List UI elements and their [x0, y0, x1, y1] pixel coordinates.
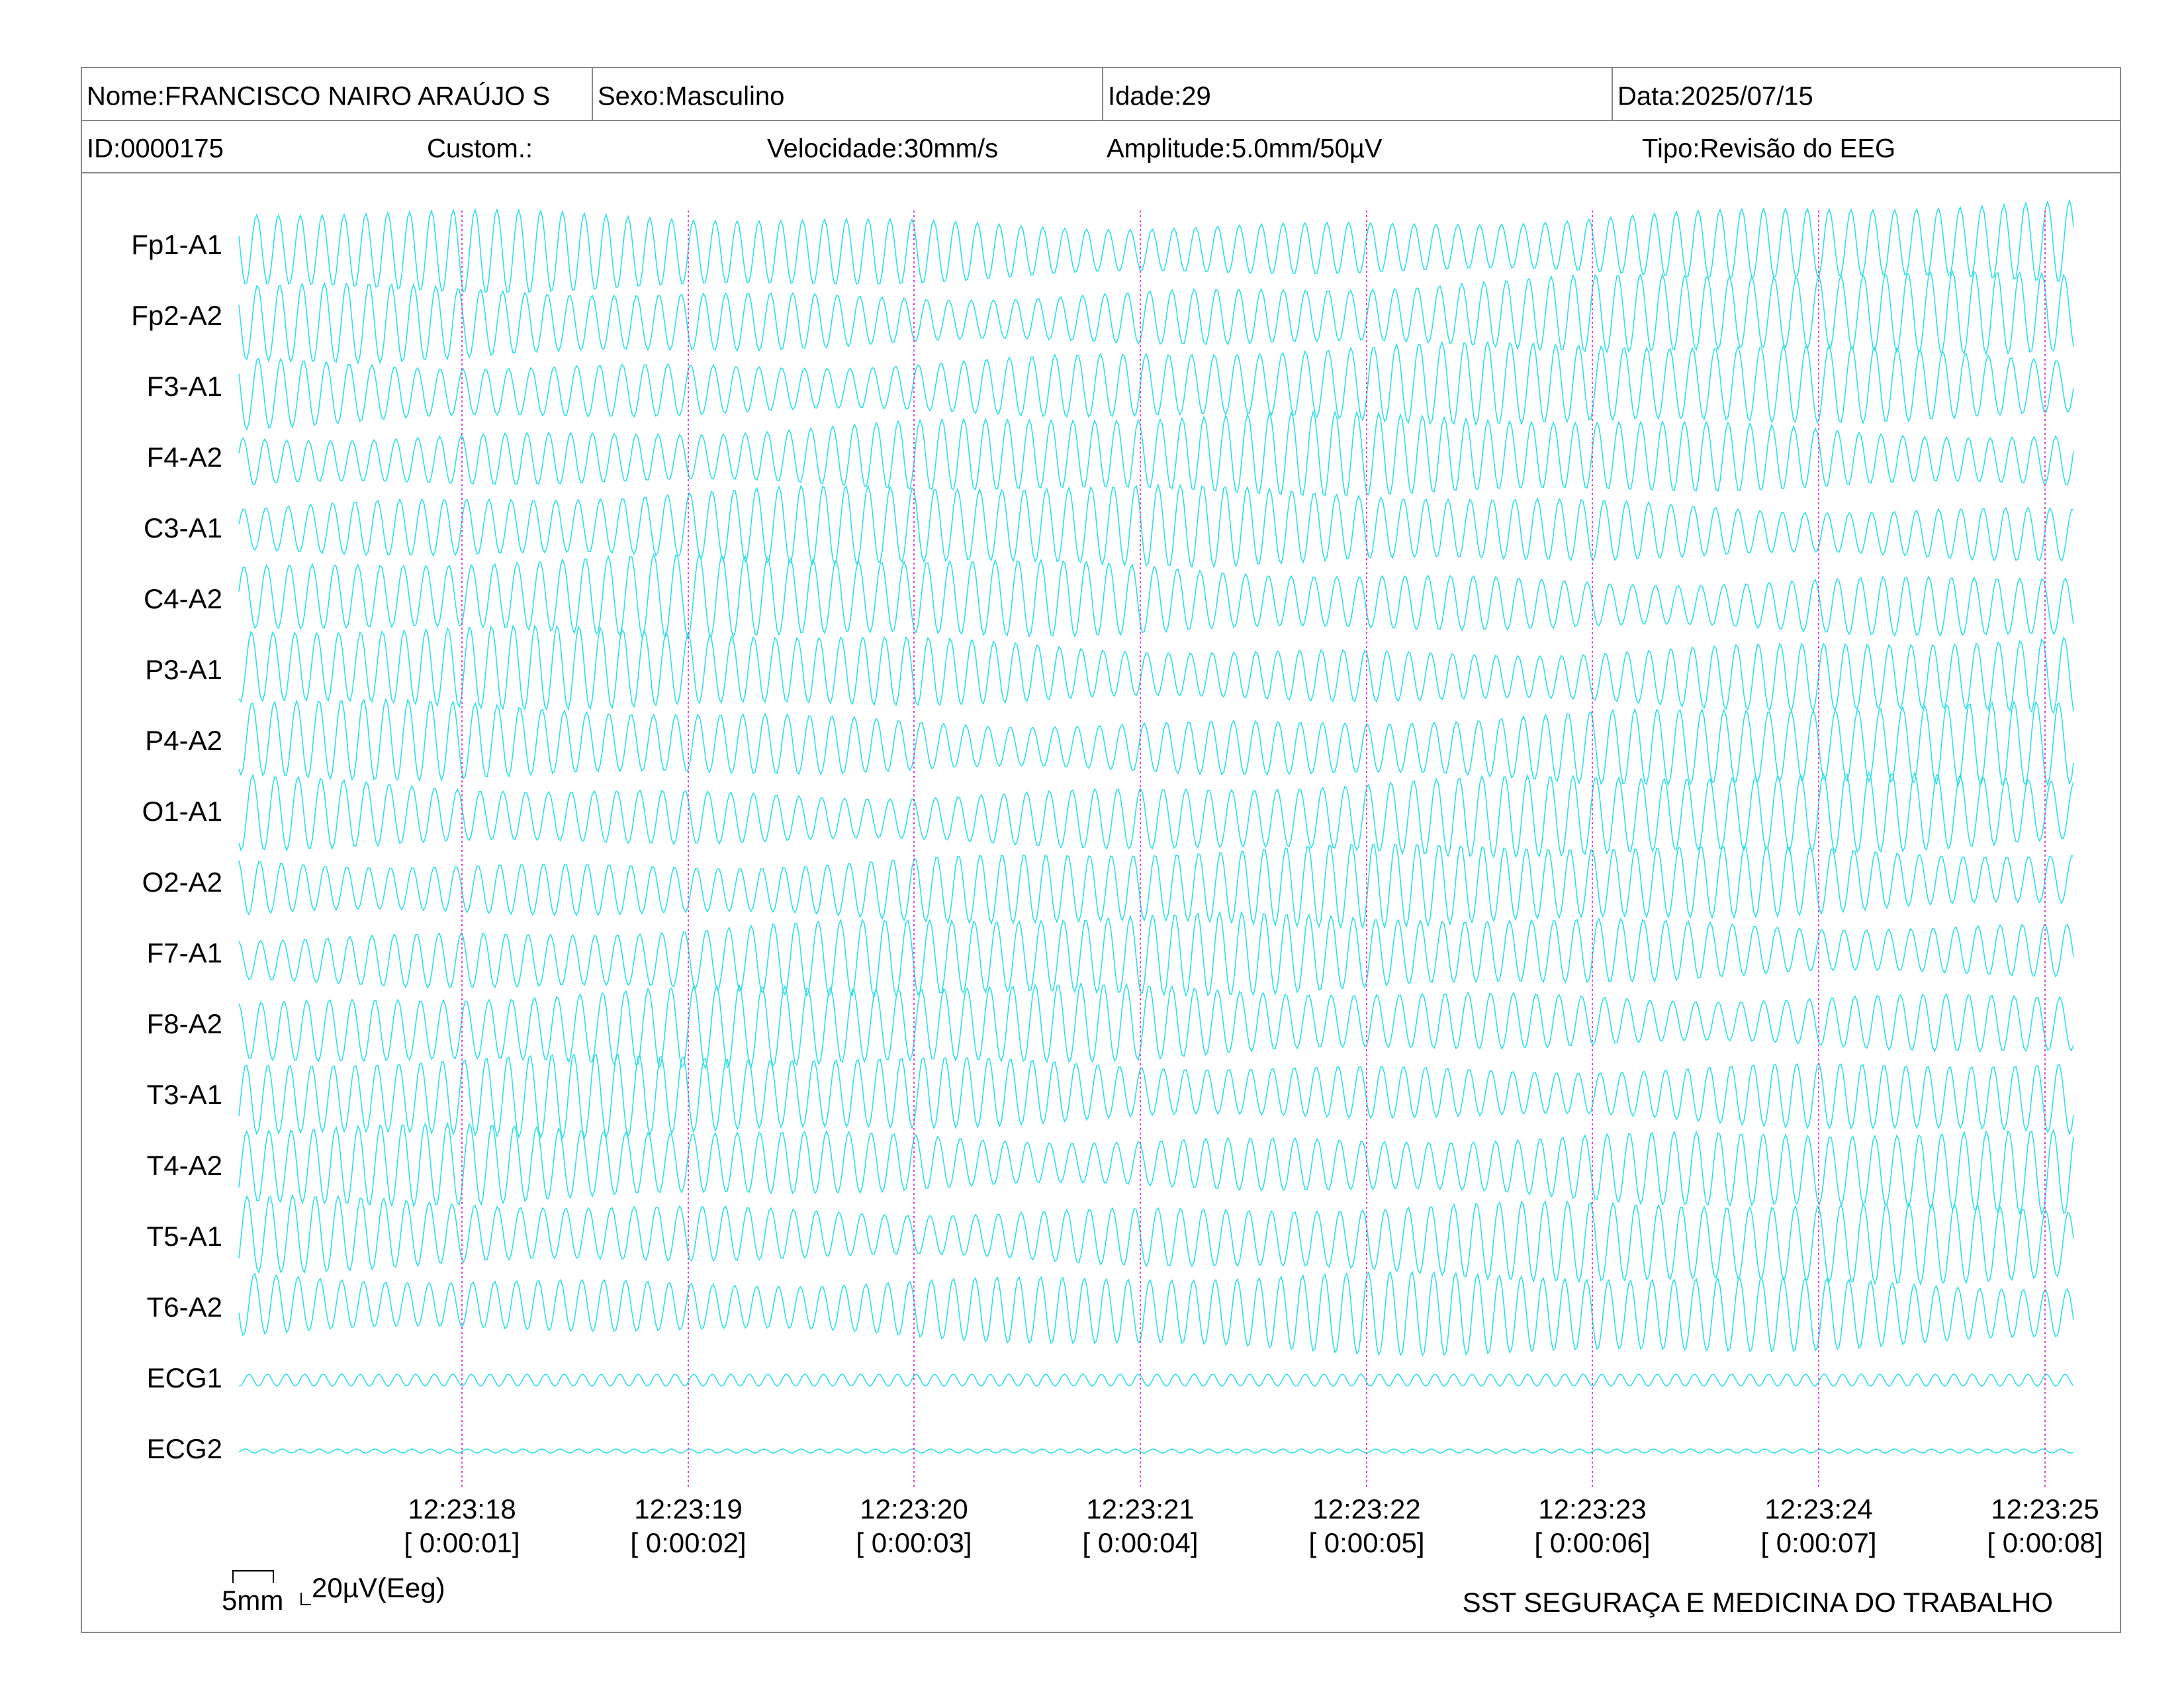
channel-label: O2-A2 — [142, 867, 222, 898]
time-clock: 12:23:21 — [1086, 1493, 1195, 1524]
header-field: Velocidade:30mm/s — [767, 134, 998, 164]
channel-label: F3-A1 — [147, 371, 222, 402]
eeg-trace — [238, 624, 2074, 715]
eeg-trace — [238, 697, 2074, 787]
eeg-trace — [238, 410, 2074, 496]
time-elapsed: [ 0:00:04] — [1082, 1527, 1198, 1558]
eeg-trace — [238, 1194, 2074, 1286]
channel-label: Fp2-A2 — [131, 300, 222, 331]
channel-label: T6-A2 — [147, 1291, 222, 1323]
eeg-trace — [238, 1374, 2074, 1387]
channel-label: F8-A2 — [147, 1008, 222, 1039]
header-field: ID:0000175 — [87, 134, 224, 164]
scale-bracket — [300, 1593, 311, 1605]
channel-label: C4-A2 — [144, 583, 222, 614]
eeg-trace — [238, 1270, 2074, 1357]
channel-label: T4-A2 — [147, 1150, 222, 1181]
page-border — [81, 67, 2121, 1633]
time-clock: 12:23:20 — [860, 1493, 968, 1524]
channel-label: C3-A1 — [144, 512, 222, 543]
scale-amplitude: 20µV(Eeg) — [312, 1572, 445, 1603]
time-clock: 12:23:19 — [634, 1493, 743, 1524]
eeg-trace — [238, 843, 2074, 929]
header-field: Idade:29 — [1108, 82, 1211, 111]
header-field: Amplitude:5.0mm/50µV — [1107, 134, 1383, 164]
time-clock: 12:23:18 — [408, 1493, 516, 1524]
time-elapsed: [ 0:00:02] — [630, 1527, 746, 1558]
time-clock: 12:23:22 — [1312, 1493, 1421, 1524]
eeg-trace — [238, 483, 2074, 569]
header-field: Sexo:Masculino — [598, 82, 784, 111]
channel-label: ECG2 — [147, 1433, 222, 1464]
time-elapsed: [ 0:00:06] — [1534, 1527, 1650, 1558]
channel-label: P4-A2 — [145, 725, 222, 756]
header-field: Custom.: — [427, 134, 533, 164]
header-field: Data:2025/07/15 — [1617, 82, 1813, 111]
eeg-trace — [238, 199, 2074, 293]
channel-label: F4-A2 — [147, 442, 222, 473]
time-elapsed: [ 0:00:07] — [1760, 1527, 1876, 1558]
eeg-trace — [238, 340, 2074, 431]
time-elapsed: [ 0:00:05] — [1308, 1527, 1424, 1558]
eeg-trace — [238, 553, 2074, 639]
channel-label: Fp1-A1 — [131, 229, 222, 260]
scale-bar — [232, 1570, 274, 1583]
time-clock: 12:23:25 — [1991, 1493, 2099, 1524]
channel-label: O1-A1 — [142, 796, 222, 827]
channel-label: F7-A1 — [147, 937, 222, 968]
time-elapsed: [ 0:00:01] — [404, 1527, 520, 1558]
eeg-trace — [238, 771, 2074, 859]
channel-label: T5-A1 — [147, 1221, 222, 1252]
eeg-trace — [238, 1053, 2074, 1140]
channel-label: ECG1 — [147, 1362, 222, 1393]
footer: SST SEGURAÇA E MEDICINA DO TRABALHO — [1463, 1587, 2053, 1618]
header-field: Nome:FRANCISCO NAIRO ARAÚJO S — [87, 81, 550, 111]
scale-length: 5mm — [222, 1585, 283, 1616]
time-clock: 12:23:24 — [1764, 1493, 1873, 1524]
channel-label: T3-A1 — [147, 1079, 222, 1110]
eeg-trace — [238, 910, 2074, 998]
eeg-trace — [238, 982, 2074, 1070]
eeg-trace — [238, 1121, 2074, 1215]
time-elapsed: [ 0:00:03] — [856, 1527, 972, 1558]
channel-label: P3-A1 — [145, 654, 222, 685]
eeg-trace — [238, 269, 2074, 365]
time-clock: 12:23:23 — [1538, 1493, 1647, 1524]
time-elapsed: [ 0:00:08] — [1987, 1527, 2103, 1558]
eeg-trace — [238, 1448, 2074, 1454]
header-field: Tipo:Revisão do EEG — [1642, 134, 1895, 164]
